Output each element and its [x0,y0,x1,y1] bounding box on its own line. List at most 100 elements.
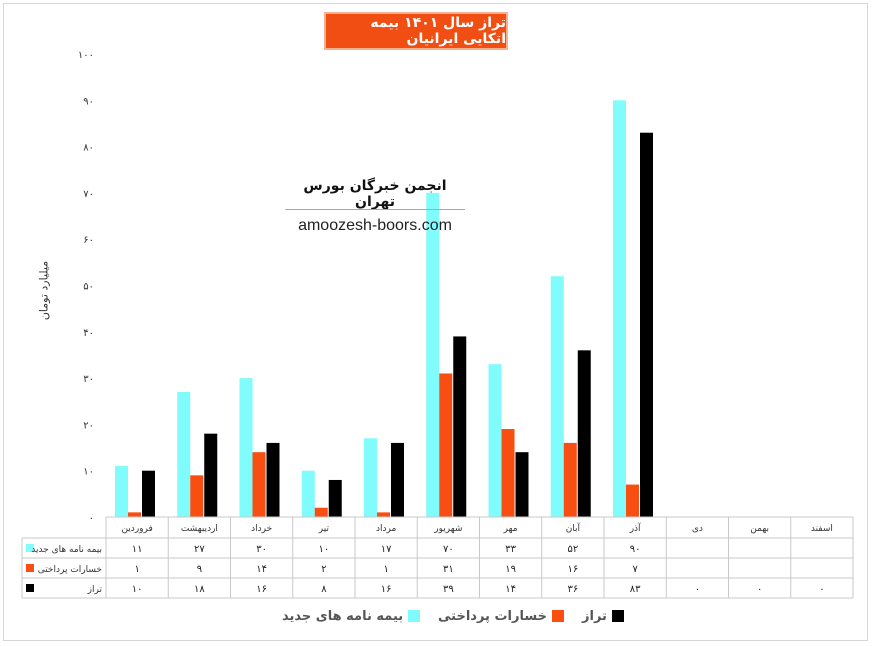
y-tick-label: ۴۰ [83,328,94,339]
data-label: ۱۰ [319,544,330,555]
data-label: ۱ [383,564,388,575]
bar [177,391,191,517]
bar [550,276,564,517]
data-label: ۰ [819,584,824,595]
data-label: ۷۰ [443,544,454,555]
data-label: ۸ [321,584,327,595]
data-label: ۰ [695,584,700,595]
watermark-divider [285,209,465,210]
legend-item-claims: خسارات پرداختی [438,606,564,626]
bar [364,438,377,517]
bar [501,429,515,517]
category-label: اردیبهشت [181,524,218,534]
table-series-name: خسارات پرداختی [38,565,102,575]
y-tick-label: ۸۰ [83,143,94,154]
legend-swatch-balance [611,610,624,622]
data-label: ۱۱ [132,544,143,555]
data-label: ۱۴ [505,584,516,595]
category-label: شهریور [433,524,462,534]
y-tick-label: ۶۰ [83,235,94,246]
bar [128,512,141,517]
bar [142,470,155,517]
bar [515,452,529,517]
data-label: ۳۰ [256,544,267,555]
legend-swatch-new-policies [408,610,421,622]
data-label: ۹ [197,564,202,575]
data-label: ۱۷ [381,544,392,555]
chart-frame [3,3,868,641]
bar [266,442,280,517]
bar [626,484,639,517]
data-label: ۲ [321,564,326,575]
data-label: ۵۲ [568,544,579,555]
bar [190,475,204,517]
bar [328,479,342,517]
category-label: دی [692,524,703,534]
data-label: ۳۹ [443,584,454,595]
bar [301,470,315,517]
legend-label-balance: تراز [582,608,607,624]
bar [439,373,453,517]
data-label: ۹۰ [630,544,641,555]
data-label: ۱۶ [568,564,579,575]
category-label: مهر [503,524,518,534]
table-legend-key [26,544,34,552]
data-label: ۱۴ [256,564,267,575]
data-label: ۲۷ [194,544,205,555]
data-label: ۱۶ [381,584,392,595]
bar [577,350,591,517]
data-label: ۳۱ [443,564,454,575]
data-label: ۳۳ [505,544,516,555]
legend-label-claims: خسارات پرداختی [438,608,547,624]
y-tick-label: ۵۰ [83,282,94,293]
bar [640,132,653,517]
table-series-name: بیمه نامه های جدید [31,545,102,555]
bar [239,378,253,517]
y-tick-label: ۷۰ [83,189,94,200]
y-tick-label: ۲۰ [83,420,94,431]
category-label: مرداد [376,524,396,534]
data-label: ۱۶ [256,584,267,595]
table-legend-key [26,564,34,572]
bar [488,364,502,517]
data-label: ۱۹ [505,564,516,575]
y-tick-label: ۹۰ [83,96,94,107]
category-label: اسفند [811,524,833,534]
category-label: آبان [566,522,581,534]
bar [426,192,440,517]
bar [563,442,577,517]
bar [252,452,266,517]
data-label: ۰ [757,584,762,595]
y-tick-label: ۱۰ [83,467,94,478]
chart-title: تراز سال ۱۴۰۱ بیمه اتکایی ایرانیان [370,15,506,47]
bar [204,433,218,517]
data-label: ۸۳ [630,584,641,595]
data-label: ۱۸ [194,584,205,595]
legend-swatch-claims [551,610,564,622]
bar [377,512,390,517]
category-label: آذر [629,522,641,534]
table-series-name: تراز [87,585,103,595]
y-tick-label: ۰ [89,513,94,524]
bar [115,466,128,517]
watermark-url: amoozesh-boors.com [298,217,452,234]
data-label: ۷ [632,564,638,575]
legend-item-balance: تراز [582,606,624,626]
bar [453,336,467,517]
chart-title-box: تراز سال ۱۴۰۱ بیمه اتکایی ایرانیان [326,14,506,48]
bar [314,507,328,517]
data-label: ۳۶ [568,584,579,595]
legend-item-new-policies: بیمه نامه های جدید [282,606,421,626]
y-tick-label: ۱۰۰ [78,50,94,61]
data-label: ۱۰ [132,584,143,595]
category-label: بهمن [750,524,769,534]
category-label: فروردین [121,524,152,534]
category-label: تیر [318,524,330,534]
category-label: خرداد [251,524,272,534]
legend-label-new-policies: بیمه نامه های جدید [282,608,404,624]
watermark-title: انجمن خبرگان بورس تهران [303,178,447,210]
bar [613,100,626,518]
y-tick-label: ۳۰ [83,374,94,385]
table-legend-key [26,584,34,592]
